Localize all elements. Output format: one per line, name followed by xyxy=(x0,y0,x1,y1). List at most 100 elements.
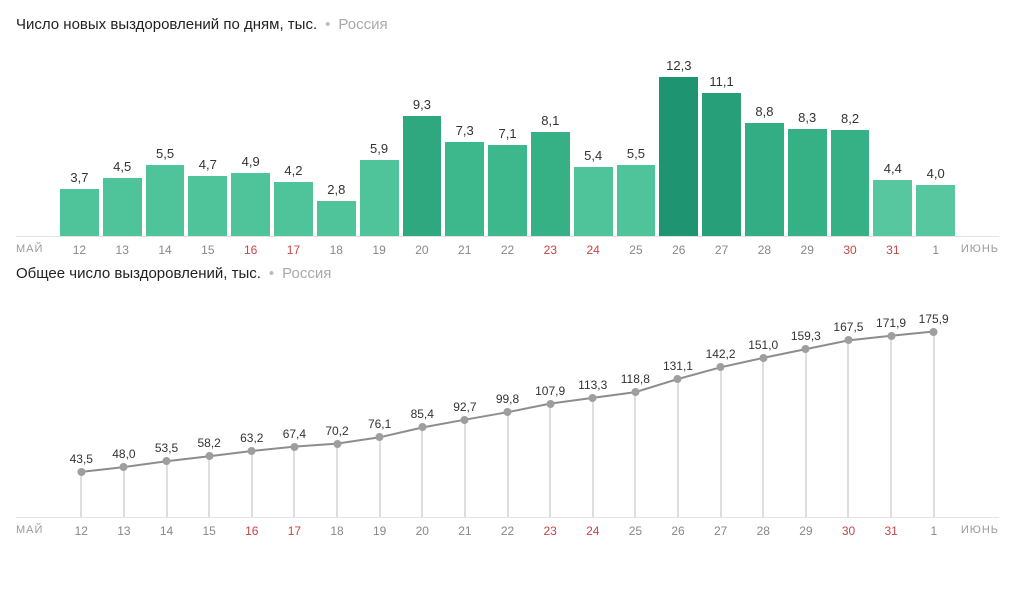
axis-tick: 14 xyxy=(146,237,185,265)
bar-rect xyxy=(274,182,313,237)
panel-title-row: Число новых выздоровлений по дням, тыс. … xyxy=(16,16,999,33)
line-dot xyxy=(674,375,682,383)
bar-rect xyxy=(60,189,99,237)
bar-rect xyxy=(360,160,399,237)
line-stem xyxy=(635,392,636,518)
line-point: 171,9 xyxy=(891,306,892,518)
bar: 11,1 xyxy=(702,43,741,237)
line-stem xyxy=(805,349,806,518)
axis-tick: 31 xyxy=(873,237,912,265)
axis-tick: 25 xyxy=(617,237,656,265)
bar: 12,3 xyxy=(659,43,698,237)
axis-tick: 15 xyxy=(188,237,227,265)
bar: 4,4 xyxy=(873,43,912,237)
axis-tick: 22 xyxy=(488,237,527,265)
axis-tick: 27 xyxy=(699,518,742,546)
axis-tick: 20 xyxy=(401,518,444,546)
bar: 4,9 xyxy=(231,43,270,237)
line-dot xyxy=(802,345,810,353)
axis-tick: 30 xyxy=(827,518,870,546)
line-dot xyxy=(120,463,128,471)
line-value-label: 99,8 xyxy=(496,392,519,406)
bar: 7,1 xyxy=(488,43,527,237)
bar-value-label: 4,2 xyxy=(284,163,302,178)
line-point: 99,8 xyxy=(507,306,508,518)
line-dot xyxy=(205,452,213,460)
line-value-label: 107,9 xyxy=(535,384,565,398)
line-dot xyxy=(844,336,852,344)
title-sep: • xyxy=(325,16,330,33)
axis-tick: 27 xyxy=(702,237,741,265)
bar-rect xyxy=(659,77,698,237)
line-point: 48,0 xyxy=(123,306,124,518)
line-value-label: 175,9 xyxy=(919,312,949,326)
line-value-label: 118,8 xyxy=(621,372,650,386)
axis-month-left: МАЙ xyxy=(16,243,43,255)
bar-rect xyxy=(788,129,827,237)
bar: 3,7 xyxy=(60,43,99,237)
panel-region: Россия xyxy=(282,265,331,282)
axis-tick: 20 xyxy=(403,237,442,265)
axis-tick: 12 xyxy=(60,518,103,546)
axis-month-right: ИЮНЬ xyxy=(961,243,999,255)
axis-tick: 25 xyxy=(614,518,657,546)
axis-tick: 17 xyxy=(274,237,313,265)
line-dot xyxy=(376,433,384,441)
bar: 8,2 xyxy=(831,43,870,237)
bar: 4,2 xyxy=(274,43,313,237)
line-point: 118,8 xyxy=(635,306,636,518)
bar-value-label: 2,8 xyxy=(327,182,345,197)
line-plot-area: 43,548,053,558,263,267,470,276,185,492,7… xyxy=(60,306,955,518)
bar-rect xyxy=(103,178,142,237)
bar: 8,1 xyxy=(531,43,570,237)
title-sep: • xyxy=(269,265,274,282)
panel-title: Общее число выздоровлений, тыс. xyxy=(16,265,261,282)
axis-tick: 29 xyxy=(788,237,827,265)
bar: 8,8 xyxy=(745,43,784,237)
bar-rect xyxy=(188,176,227,237)
line-value-label: 70,2 xyxy=(325,424,348,438)
line-value-label: 159,3 xyxy=(791,329,821,343)
bar-rect xyxy=(873,180,912,237)
bar-value-label: 9,3 xyxy=(413,97,431,112)
line-point: 167,5 xyxy=(848,306,849,518)
line-point: 43,5 xyxy=(81,306,82,518)
line-dot xyxy=(163,457,171,465)
bar-value-label: 4,0 xyxy=(927,166,945,181)
line-ticks: 1213141516171819202122232425262728293031… xyxy=(60,518,955,546)
axis-tick: 12 xyxy=(60,237,99,265)
bar-plot-area: 3,74,55,54,74,94,22,85,99,37,37,18,15,45… xyxy=(60,43,955,237)
line-value-label: 131,1 xyxy=(663,359,693,373)
line-dot xyxy=(759,354,767,362)
line-value-label: 151,0 xyxy=(748,338,778,352)
bar-rect xyxy=(231,173,270,237)
bar-value-label: 8,2 xyxy=(841,111,859,126)
line-dot xyxy=(248,447,256,455)
axis-tick: 17 xyxy=(273,518,316,546)
bar-value-label: 11,1 xyxy=(709,74,733,89)
bar-value-label: 8,3 xyxy=(798,110,816,125)
line-point: 92,7 xyxy=(464,306,465,518)
axis-tick: 14 xyxy=(145,518,188,546)
bar-rect xyxy=(488,145,527,237)
bar: 5,9 xyxy=(360,43,399,237)
line-stem xyxy=(123,467,124,518)
axis-tick: 22 xyxy=(486,518,529,546)
line-stem xyxy=(422,427,423,518)
panel-title-row: Общее число выздоровлений, тыс. • Россия xyxy=(16,265,999,282)
bar-value-label: 5,5 xyxy=(627,146,645,161)
bar-rect xyxy=(403,116,442,237)
axis-tick: 21 xyxy=(444,518,487,546)
line-dot xyxy=(930,328,938,336)
axis-tick: 18 xyxy=(317,237,356,265)
line-value-label: 113,3 xyxy=(578,378,607,392)
axis-tick: 26 xyxy=(657,518,700,546)
bar-rect xyxy=(146,165,185,237)
axis-tick: 26 xyxy=(659,237,698,265)
line-point: 131,1 xyxy=(677,306,678,518)
line-dot xyxy=(290,443,298,451)
bar-rect xyxy=(702,93,741,237)
line-point: 53,5 xyxy=(166,306,167,518)
line-stem xyxy=(891,336,892,518)
line-value-label: 167,5 xyxy=(833,320,863,334)
